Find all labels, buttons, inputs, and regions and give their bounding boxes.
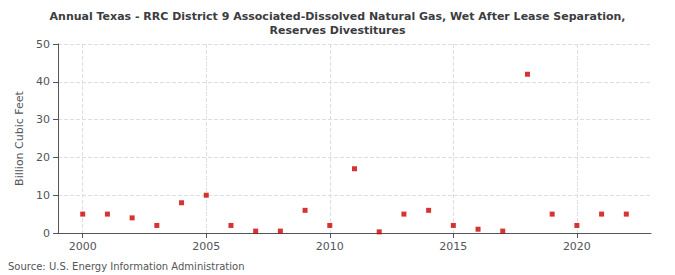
svg-text:Reserves Divestitures: Reserves Divestitures [269, 24, 405, 37]
svg-text:30: 30 [36, 113, 50, 126]
svg-text:Annual Texas - RRC District 9: Annual Texas - RRC District 9 Associated… [50, 10, 626, 23]
svg-text:2005: 2005 [192, 240, 220, 253]
svg-text:2000: 2000 [69, 240, 97, 253]
svg-text:20: 20 [36, 151, 50, 164]
svg-text:40: 40 [36, 75, 50, 88]
svg-text:10: 10 [36, 189, 50, 202]
svg-text:2010: 2010 [316, 240, 344, 253]
svg-text:50: 50 [36, 38, 50, 51]
svg-text:Source: U.S. Energy Informatio: Source: U.S. Energy Information Administ… [8, 261, 245, 272]
svg-text:2015: 2015 [439, 240, 467, 253]
svg-text:Billion Cubic Feet: Billion Cubic Feet [13, 90, 26, 185]
svg-text:2020: 2020 [563, 240, 591, 253]
svg-text:0: 0 [43, 227, 50, 240]
